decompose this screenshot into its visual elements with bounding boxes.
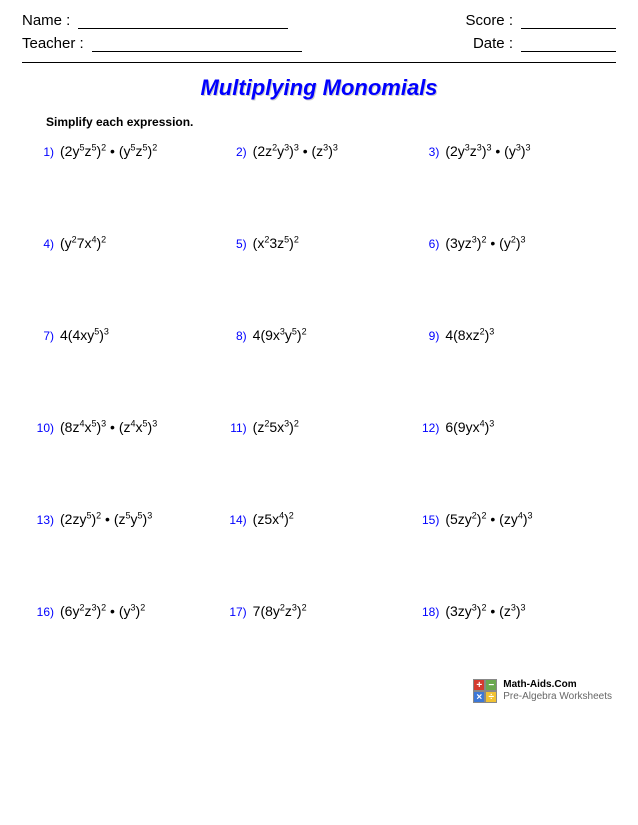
problem-expression: (y27x4)2 bbox=[60, 235, 106, 251]
problem-expression: (8z4x5)3 • (z4x5)3 bbox=[60, 419, 157, 435]
date-blank[interactable] bbox=[521, 51, 616, 52]
footer-line1: Math-Aids.Com bbox=[503, 679, 612, 691]
problem-expression: 6(9yx4)3 bbox=[445, 419, 494, 435]
problem-number: 5) bbox=[227, 237, 247, 251]
worksheet-page: Name : Score : Teacher : Date : Multiply… bbox=[0, 0, 638, 715]
math-aids-icon: + − × ÷ bbox=[473, 679, 497, 703]
instruction-text: Simplify each expression. bbox=[46, 115, 616, 129]
name-label: Name : bbox=[22, 12, 70, 29]
problem-expression: (5zy2)2 • (zy4)3 bbox=[445, 511, 532, 527]
problem-expression: (3yz3)2 • (y2)3 bbox=[445, 235, 525, 251]
footer-text: Math-Aids.Com Pre-Algebra Worksheets bbox=[503, 679, 612, 703]
score-label: Score : bbox=[465, 12, 513, 29]
header-row-2: Teacher : Date : bbox=[22, 35, 616, 52]
div-icon: ÷ bbox=[485, 691, 497, 703]
problem-number: 11) bbox=[227, 421, 247, 435]
page-title: Multiplying Monomials bbox=[22, 75, 616, 101]
problem-item: 14) (z5x4)2 bbox=[227, 511, 412, 527]
problem-number: 8) bbox=[227, 329, 247, 343]
problem-item: 10) (8z4x5)3 • (z4x5)3 bbox=[34, 419, 219, 435]
problem-item: 5) (x23z5)2 bbox=[227, 235, 412, 251]
score-blank[interactable] bbox=[521, 28, 616, 29]
plus-icon: + bbox=[473, 679, 485, 691]
problem-item: 4) (y27x4)2 bbox=[34, 235, 219, 251]
problem-number: 1) bbox=[34, 145, 54, 159]
problem-item: 7) 4(4xy5)3 bbox=[34, 327, 219, 343]
problem-number: 9) bbox=[419, 329, 439, 343]
problem-number: 15) bbox=[419, 513, 439, 527]
problem-expression: (2z2y3)3 • (z3)3 bbox=[253, 143, 338, 159]
problem-expression: 4(4xy5)3 bbox=[60, 327, 109, 343]
teacher-blank[interactable] bbox=[92, 51, 302, 52]
problem-item: 8) 4(9x3y5)2 bbox=[227, 327, 412, 343]
problem-item: 1) (2y5z5)2 • (y5z5)2 bbox=[34, 143, 219, 159]
footer-line2: Pre-Algebra Worksheets bbox=[503, 691, 612, 703]
problem-number: 14) bbox=[227, 513, 247, 527]
date-label: Date : bbox=[473, 35, 513, 52]
problem-expression: (2y5z5)2 • (y5z5)2 bbox=[60, 143, 157, 159]
problem-item: 17) 7(8y2z3)2 bbox=[227, 603, 412, 619]
score-field: Score : bbox=[465, 12, 616, 29]
name-blank[interactable] bbox=[78, 28, 288, 29]
problem-expression: 7(8y2z3)2 bbox=[253, 603, 307, 619]
problem-item: 12) 6(9yx4)3 bbox=[419, 419, 604, 435]
problem-item: 15) (5zy2)2 • (zy4)3 bbox=[419, 511, 604, 527]
problem-expression: (x23z5)2 bbox=[253, 235, 299, 251]
problem-number: 7) bbox=[34, 329, 54, 343]
problem-number: 3) bbox=[419, 145, 439, 159]
problem-expression: (2zy5)2 • (z5y5)3 bbox=[60, 511, 152, 527]
footer: + − × ÷ Math-Aids.Com Pre-Algebra Worksh… bbox=[22, 679, 616, 703]
teacher-label: Teacher : bbox=[22, 35, 84, 52]
problem-expression: (3zy3)2 • (z3)3 bbox=[445, 603, 525, 619]
header-row-1: Name : Score : bbox=[22, 12, 616, 29]
problem-number: 12) bbox=[419, 421, 439, 435]
divider bbox=[22, 62, 616, 63]
name-field: Name : bbox=[22, 12, 288, 29]
problem-number: 18) bbox=[419, 605, 439, 619]
problem-item: 6) (3yz3)2 • (y2)3 bbox=[419, 235, 604, 251]
teacher-field: Teacher : bbox=[22, 35, 302, 52]
problem-number: 13) bbox=[34, 513, 54, 527]
problems-grid: 1) (2y5z5)2 • (y5z5)2 2) (2z2y3)3 • (z3)3 3)… bbox=[22, 143, 616, 619]
problem-item: 18) (3zy3)2 • (z3)3 bbox=[419, 603, 604, 619]
problem-number: 17) bbox=[227, 605, 247, 619]
problem-expression: (6y2z3)2 • (y3)2 bbox=[60, 603, 145, 619]
problem-number: 6) bbox=[419, 237, 439, 251]
problem-expression: (z25x3)2 bbox=[253, 419, 299, 435]
problem-number: 16) bbox=[34, 605, 54, 619]
problem-item: 13) (2zy5)2 • (z5y5)3 bbox=[34, 511, 219, 527]
problem-expression: (z5x4)2 bbox=[253, 511, 294, 527]
problem-number: 10) bbox=[34, 421, 54, 435]
minus-icon: − bbox=[485, 679, 497, 691]
times-icon: × bbox=[473, 691, 485, 703]
problem-item: 16) (6y2z3)2 • (y3)2 bbox=[34, 603, 219, 619]
problem-expression: 4(8xz2)3 bbox=[445, 327, 494, 343]
problem-expression: 4(9x3y5)2 bbox=[253, 327, 307, 343]
problem-item: 9) 4(8xz2)3 bbox=[419, 327, 604, 343]
problem-number: 4) bbox=[34, 237, 54, 251]
date-field: Date : bbox=[473, 35, 616, 52]
problem-item: 3) (2y3z3)3 • (y3)3 bbox=[419, 143, 604, 159]
problem-item: 2) (2z2y3)3 • (z3)3 bbox=[227, 143, 412, 159]
problem-expression: (2y3z3)3 • (y3)3 bbox=[445, 143, 530, 159]
problem-number: 2) bbox=[227, 145, 247, 159]
problem-item: 11) (z25x3)2 bbox=[227, 419, 412, 435]
